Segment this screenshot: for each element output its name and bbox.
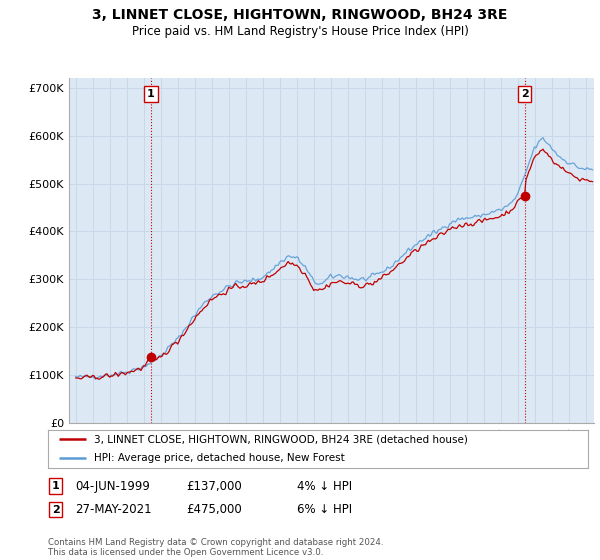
Text: 27-MAY-2021: 27-MAY-2021	[75, 503, 152, 516]
Text: 3, LINNET CLOSE, HIGHTOWN, RINGWOOD, BH24 3RE (detached house): 3, LINNET CLOSE, HIGHTOWN, RINGWOOD, BH2…	[94, 435, 468, 445]
Text: 2: 2	[52, 505, 59, 515]
Text: 04-JUN-1999: 04-JUN-1999	[75, 479, 150, 493]
Text: 1: 1	[147, 89, 155, 99]
Text: 6% ↓ HPI: 6% ↓ HPI	[297, 503, 352, 516]
Text: £137,000: £137,000	[186, 479, 242, 493]
Text: 4% ↓ HPI: 4% ↓ HPI	[297, 479, 352, 493]
Text: Contains HM Land Registry data © Crown copyright and database right 2024.
This d: Contains HM Land Registry data © Crown c…	[48, 538, 383, 557]
Text: Price paid vs. HM Land Registry's House Price Index (HPI): Price paid vs. HM Land Registry's House …	[131, 25, 469, 38]
Text: HPI: Average price, detached house, New Forest: HPI: Average price, detached house, New …	[94, 453, 344, 463]
Text: 1: 1	[52, 481, 59, 491]
Text: £475,000: £475,000	[186, 503, 242, 516]
Text: 2: 2	[521, 89, 529, 99]
Text: 3, LINNET CLOSE, HIGHTOWN, RINGWOOD, BH24 3RE: 3, LINNET CLOSE, HIGHTOWN, RINGWOOD, BH2…	[92, 8, 508, 22]
